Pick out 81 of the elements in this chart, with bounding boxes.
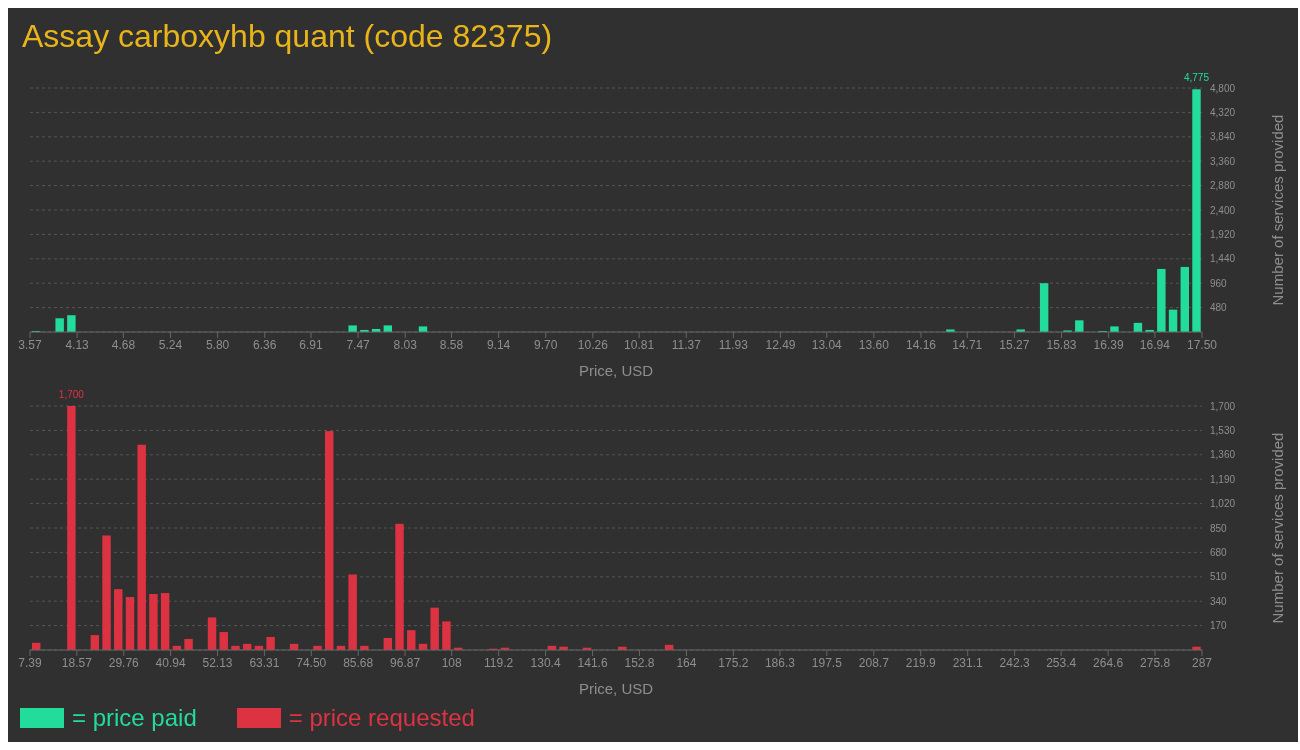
x-tick-label: 13.60 [858,337,890,352]
y-tick-label: 3,840 [1210,131,1236,143]
x-tick-label: 253.4 [1046,655,1077,670]
x-tick-label: 29.76 [108,655,140,670]
x-tick-label: 231.1 [952,655,984,670]
x-tick-label: 15.83 [1046,337,1077,352]
x-axis-title: Price, USD [578,362,654,379]
x-tick-label: 242.3 [999,655,1030,670]
y-tick-label: 850 [1210,522,1228,534]
y-tick-label: 1,920 [1210,228,1236,240]
x-tick-label: 264.6 [1093,655,1124,670]
x-tick-label: 141.6 [577,655,608,670]
y-tick-label: 2,400 [1210,204,1236,216]
x-tick-label: 4.13 [65,337,90,352]
y-tick-label: 1,530 [1210,424,1236,436]
x-tick-label: 17.50 [1186,337,1218,352]
x-tick-label: 130.4 [530,655,561,670]
x-tick-label: 14.16 [905,337,937,352]
y-tick-label: 480 [1210,302,1228,314]
y-tick-label: 170 [1210,620,1228,632]
x-tick-label: 85.68 [343,655,374,670]
x-tick-label: 14.71 [952,337,983,352]
y-tick-label: 4,800 [1210,82,1236,94]
x-tick-label: 18.57 [61,655,93,670]
y-tick-label: 1,020 [1210,498,1236,510]
x-tick-label: 108 [441,655,463,670]
y-tick-label: 3,360 [1210,155,1236,167]
x-tick-label: 52.13 [202,655,233,670]
x-tick-label: 275.8 [1140,655,1171,670]
x-tick-label: 197.5 [811,655,843,670]
x-tick-label: 119.2 [484,655,514,670]
y-tick-label: 4,320 [1210,106,1236,118]
x-tick-label: 11.93 [718,337,749,352]
x-tick-label: 10.81 [624,337,655,352]
x-tick-label: 63.31 [249,655,280,670]
data-label: 1,700 [58,389,85,400]
x-tick-label: 164 [676,655,697,670]
x-axis-title: Price, USD [578,680,654,697]
x-tick-label: 4.68 [111,337,136,352]
x-tick-label: 7.47 [346,337,371,352]
x-tick-label: 5.80 [205,337,230,352]
x-tick-label: 15.27 [999,337,1030,352]
x-tick-label: 12.49 [765,337,796,352]
y-tick-label: 680 [1210,546,1228,558]
y-tick-label: 1,440 [1210,253,1236,265]
x-tick-label: 8.03 [393,337,418,352]
x-tick-label: 6.36 [253,337,277,352]
x-tick-label: 9.14 [486,337,511,352]
x-tick-label: 3.57 [18,337,42,352]
y-tick-label: 960 [1210,277,1228,289]
x-tick-label: 287 [1191,655,1213,670]
y-axis-title: Number of services provided [1269,432,1287,624]
x-tick-label: 96.87 [390,655,421,670]
x-tick-label: 152.8 [624,655,655,670]
x-tick-label: 16.94 [1139,337,1171,352]
y-axis-title: Number of services provided [1269,114,1287,306]
x-tick-label: 11.37 [671,337,702,352]
x-tick-label: 10.26 [577,337,609,352]
x-tick-label: 40.94 [155,655,186,670]
x-tick-label: 74.50 [296,655,327,670]
y-tick-label: 2,880 [1210,180,1236,192]
x-tick-label: 16.39 [1093,337,1124,352]
y-tick-label: 1,360 [1210,449,1236,461]
x-tick-label: 208.7 [858,655,890,670]
x-tick-label: 186.3 [764,655,796,670]
x-tick-label: 6.91 [299,337,324,352]
chart-title: Assay carboxyhb quant (code 82375) [21,17,554,56]
x-tick-label: 219.9 [905,655,937,670]
legend-label: = price requested [288,704,475,732]
x-tick-label: 9.70 [534,337,558,352]
x-tick-label: 175.2 [718,655,749,670]
y-tick-label: 510 [1210,571,1228,583]
x-tick-label: 8.58 [439,337,464,352]
x-tick-label: 13.04 [811,337,843,352]
y-tick-label: 1,190 [1210,473,1236,485]
x-tick-label: 5.24 [158,337,183,352]
x-tick-label: 7.39 [18,655,42,670]
legend-label: = price paid [72,704,197,732]
data-label: 4,775 [1183,72,1210,84]
y-tick-label: 1,700 [1210,400,1236,412]
y-tick-label: 340 [1210,595,1228,607]
